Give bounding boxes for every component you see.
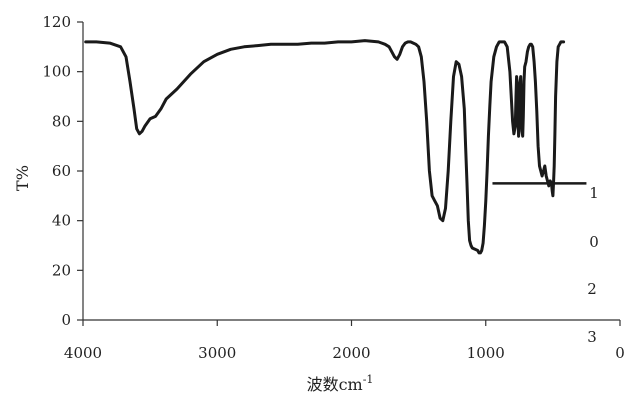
- x-tick-label: 2000: [332, 344, 370, 362]
- y-tick-label: 0: [61, 311, 71, 329]
- x-tick-label: 3000: [198, 344, 236, 362]
- annotation-label: 0: [589, 233, 599, 251]
- y-tick-label: 40: [52, 212, 71, 230]
- y-tick-label: 80: [52, 112, 71, 130]
- annotation-label: 3: [587, 328, 597, 346]
- spectrum-line: [84, 39, 566, 255]
- y-axis-title: T%: [13, 165, 32, 191]
- x-axis-title-sup: -1: [363, 373, 374, 386]
- x-tick-label: 4000: [64, 344, 102, 362]
- annotation-label: 2: [587, 280, 597, 298]
- y-tick-label: 20: [52, 261, 71, 279]
- y-tick-label: 60: [52, 162, 71, 180]
- x-tick-label: 1000: [467, 344, 505, 362]
- series-group: [84, 39, 587, 255]
- x-tick-label: 0: [615, 344, 625, 362]
- x-axis-title: 波数cm-1: [307, 373, 374, 394]
- y-tick-label: 120: [42, 13, 71, 31]
- y-tick-label: 100: [42, 63, 71, 81]
- annotation-label: 1: [589, 184, 599, 202]
- x-axis-title-main: 波数cm: [307, 375, 363, 394]
- labels: T% 波数cm-1 1 0 2 3: [13, 165, 599, 394]
